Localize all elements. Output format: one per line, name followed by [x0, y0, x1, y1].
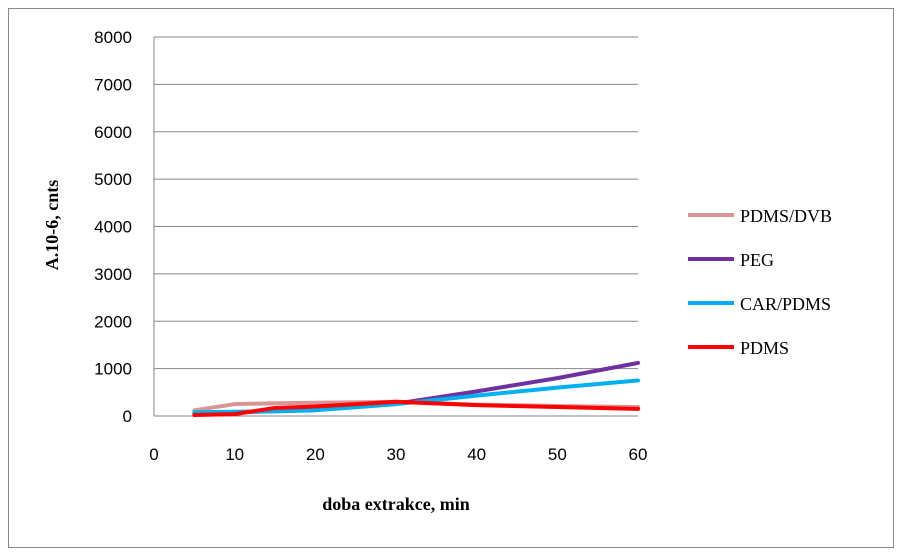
y-tick-label: 6000	[94, 123, 132, 142]
legend-label: CAR/PDMS	[740, 294, 831, 314]
y-tick-label: 3000	[94, 265, 132, 284]
x-tick-label: 40	[467, 445, 486, 464]
x-tick-label: 30	[387, 445, 406, 464]
x-tick-label: 0	[149, 445, 158, 464]
y-tick-label: 4000	[94, 218, 132, 237]
y-tick-label: 2000	[94, 312, 132, 331]
y-tick-label: 5000	[94, 170, 132, 189]
y-axis-label: A.10-6, cnts	[42, 180, 62, 271]
x-axis-label: doba extrakce, min	[322, 494, 470, 514]
x-tick-label: 60	[629, 445, 648, 464]
legend-label: PEG	[740, 250, 774, 270]
x-tick-label: 50	[548, 445, 567, 464]
x-tick-label: 10	[225, 445, 244, 464]
chart-frame	[8, 8, 894, 548]
y-tick-label: 8000	[94, 28, 132, 47]
legend-label: PDMS/DVB	[740, 206, 832, 226]
series-line-pdms	[192, 399, 640, 418]
y-tick-label: 0	[123, 407, 132, 426]
y-tick-label: 7000	[94, 75, 132, 94]
x-tick-label: 20	[306, 445, 325, 464]
y-tick-label: 1000	[94, 360, 132, 379]
legend-label: PDMS	[740, 338, 789, 358]
